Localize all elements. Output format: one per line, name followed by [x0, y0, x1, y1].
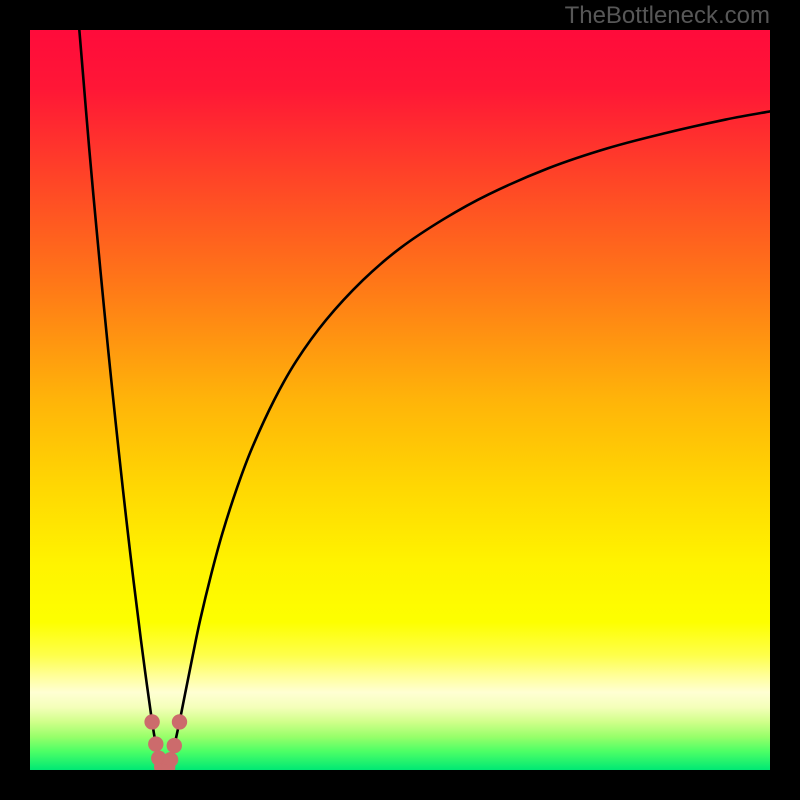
watermark-text: TheBottleneck.com [565, 2, 770, 30]
gradient-background [30, 30, 770, 770]
plot-area [30, 30, 770, 770]
curve-marker [145, 715, 159, 729]
curve-marker [167, 738, 181, 752]
chart-frame: TheBottleneck.com [0, 0, 800, 800]
curve-marker [149, 737, 163, 751]
chart-svg [30, 30, 770, 770]
curve-marker [172, 715, 186, 729]
curve-marker [163, 752, 177, 766]
